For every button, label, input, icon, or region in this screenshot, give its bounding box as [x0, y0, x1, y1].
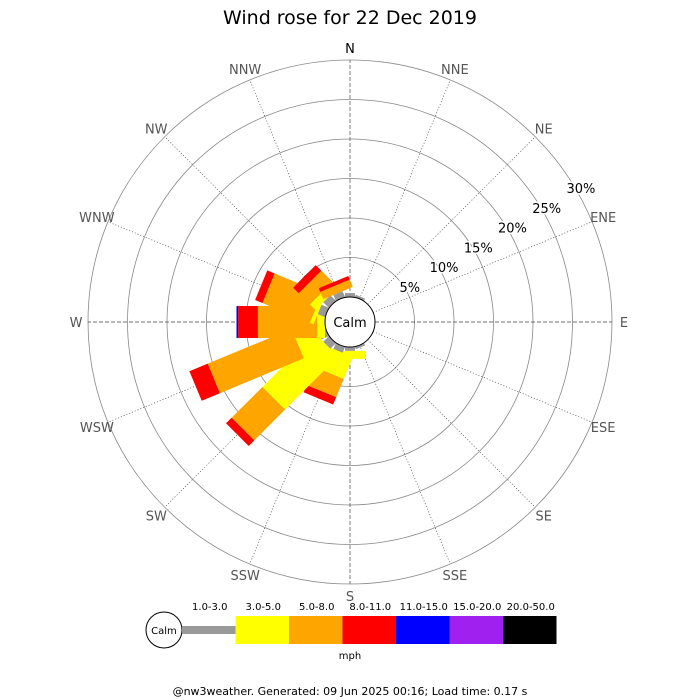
direction-spoke: [359, 79, 451, 300]
direction-label: WNW: [79, 211, 115, 226]
legend-bin-label: 5.0-8.0: [299, 602, 334, 613]
calm-label: Calm: [333, 316, 366, 331]
direction-spoke: [372, 221, 593, 313]
legend-swatch-11.0-15.0: [396, 616, 450, 644]
bar-w-11.0-15.0: [236, 306, 239, 338]
direction-label: SSE: [442, 569, 467, 584]
footer-text: @nw3weather. Generated: 09 Jun 2025 00:1…: [173, 685, 528, 698]
bar-nnw-5.0-8.0: [320, 279, 353, 300]
legend-unit: mph: [339, 651, 361, 662]
direction-spoke: [367, 136, 536, 305]
bar-nnw-1.0-3.0: [333, 291, 346, 301]
bar-s-1.0-3.0: [345, 347, 355, 351]
direction-label: E: [620, 316, 628, 331]
direction-spoke: [359, 344, 451, 565]
wind-bars: [189, 265, 366, 446]
grid-ring: [206, 178, 494, 466]
ring-labels: 5% 10% 15% 20% 25% 30%: [398, 181, 597, 298]
bar-sw-8.0-11.0: [226, 417, 255, 446]
bar-nw-1.0-3.0: [323, 295, 336, 308]
legend: Calm 1.0-3.0 3.0-5.0 5.0-8.0 8.0-11.0 11.0-15…: [145, 602, 557, 662]
direction-label: NNW: [229, 63, 261, 78]
legend-swatch-15.0-20.0: [449, 616, 503, 644]
ring-label: 25%: [532, 202, 561, 217]
bar-nw-5.0-8.0: [298, 270, 333, 305]
bar-wnw-8.0-11.0: [255, 270, 275, 303]
direction-label: SSW: [230, 569, 260, 584]
bar-w-8.0-11.0: [238, 306, 258, 338]
legend-bin-label: 1.0-3.0: [192, 602, 227, 613]
bar-sw-3.0-5.0: [262, 334, 338, 410]
bar-nw-8.0-11.0: [293, 265, 322, 294]
bar-sw-5.0-8.0: [231, 387, 285, 441]
direction-label: ESE: [591, 421, 616, 436]
legend-bin-label: 11.0-15.0: [400, 602, 448, 613]
legend-bin-label: 15.0-20.0: [453, 602, 501, 613]
calm-circle: Calm: [324, 296, 376, 348]
bar-wsw-8.0-11.0: [189, 363, 220, 401]
bar-nne-1.0-3.0: [354, 294, 366, 301]
direction-label: SE: [536, 510, 552, 525]
legend-swatch-20.0-50.0: [503, 616, 557, 644]
bar-wsw-5.0-8.0: [207, 328, 304, 394]
legend-swatch-8.0-11.0: [342, 616, 396, 644]
ring-label: 10%: [430, 261, 459, 276]
direction-spoke: [249, 79, 341, 300]
direction-label: N: [345, 42, 355, 57]
legend-swatch-3.0-5.0: [235, 616, 289, 644]
bar-nnw-8.0-11.0: [318, 276, 350, 292]
legend-bin-label: 8.0-11.0: [349, 602, 391, 613]
direction-label: NNE: [441, 63, 469, 78]
legend-swatch-5.0-8.0: [289, 616, 343, 644]
bar-ssw-8.0-11.0: [303, 385, 337, 405]
direction-label: ENE: [590, 211, 616, 226]
bar-ssw-1.0-3.0: [333, 343, 346, 353]
ring-label: 20%: [498, 222, 527, 237]
bar-sw-1.0-3.0: [323, 336, 336, 349]
bar-wnw-5.0-8.0: [262, 273, 323, 323]
direction-label: WSW: [80, 421, 114, 436]
direction-label: NE: [535, 122, 553, 137]
direction-spoke: [372, 331, 593, 423]
legend-bin-label: 20.0-50.0: [507, 602, 555, 613]
legend-swatch-1.0-3.0: [182, 626, 236, 634]
direction-labels: N NNE NE ENE E ESE SE SSE S SSW SW WSW W WNW NW NNW: [70, 42, 629, 605]
direction-label: W: [70, 316, 83, 331]
bar-n-1.0-3.0: [345, 293, 355, 297]
ring-label: 5%: [400, 281, 421, 296]
direction-label: NW: [145, 122, 168, 137]
direction-spoke: [367, 339, 536, 508]
legend-calm-label: Calm: [151, 626, 177, 637]
direction-spoke: [164, 136, 333, 305]
ring-label: 30%: [566, 182, 595, 197]
legend-bin-label: 3.0-5.0: [246, 602, 281, 613]
chart-title: Wind rose for 22 Dec 2019: [223, 7, 477, 29]
grid-ring: [127, 99, 573, 545]
direction-label: SW: [146, 510, 167, 525]
bar-sse-1.0-3.0: [354, 343, 366, 350]
direction-label: S: [346, 590, 354, 605]
ring-label: 15%: [464, 241, 493, 256]
